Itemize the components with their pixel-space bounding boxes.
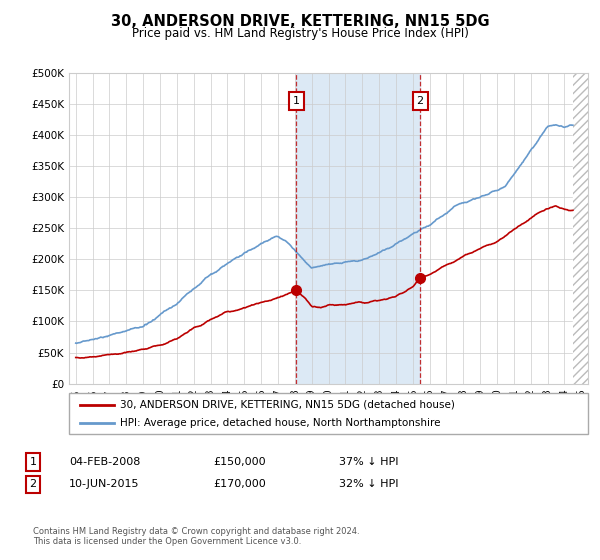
Text: 30, ANDERSON DRIVE, KETTERING, NN15 5DG (detached house): 30, ANDERSON DRIVE, KETTERING, NN15 5DG … xyxy=(120,400,455,409)
Text: 37% ↓ HPI: 37% ↓ HPI xyxy=(339,457,398,467)
Text: Contains HM Land Registry data © Crown copyright and database right 2024.
This d: Contains HM Land Registry data © Crown c… xyxy=(33,526,359,546)
Text: 1: 1 xyxy=(293,96,300,106)
Text: 2: 2 xyxy=(29,479,37,489)
Text: 10-JUN-2015: 10-JUN-2015 xyxy=(69,479,139,489)
Text: 1: 1 xyxy=(29,457,37,467)
Text: £170,000: £170,000 xyxy=(213,479,266,489)
Text: 2: 2 xyxy=(416,96,424,106)
Text: 04-FEB-2008: 04-FEB-2008 xyxy=(69,457,140,467)
Bar xyxy=(296,73,420,384)
Text: 32% ↓ HPI: 32% ↓ HPI xyxy=(339,479,398,489)
Text: HPI: Average price, detached house, North Northamptonshire: HPI: Average price, detached house, Nort… xyxy=(120,418,440,427)
Bar xyxy=(573,73,588,384)
Bar xyxy=(573,73,588,384)
Text: 30, ANDERSON DRIVE, KETTERING, NN15 5DG: 30, ANDERSON DRIVE, KETTERING, NN15 5DG xyxy=(110,14,490,29)
Text: £150,000: £150,000 xyxy=(213,457,266,467)
Text: Price paid vs. HM Land Registry's House Price Index (HPI): Price paid vs. HM Land Registry's House … xyxy=(131,27,469,40)
